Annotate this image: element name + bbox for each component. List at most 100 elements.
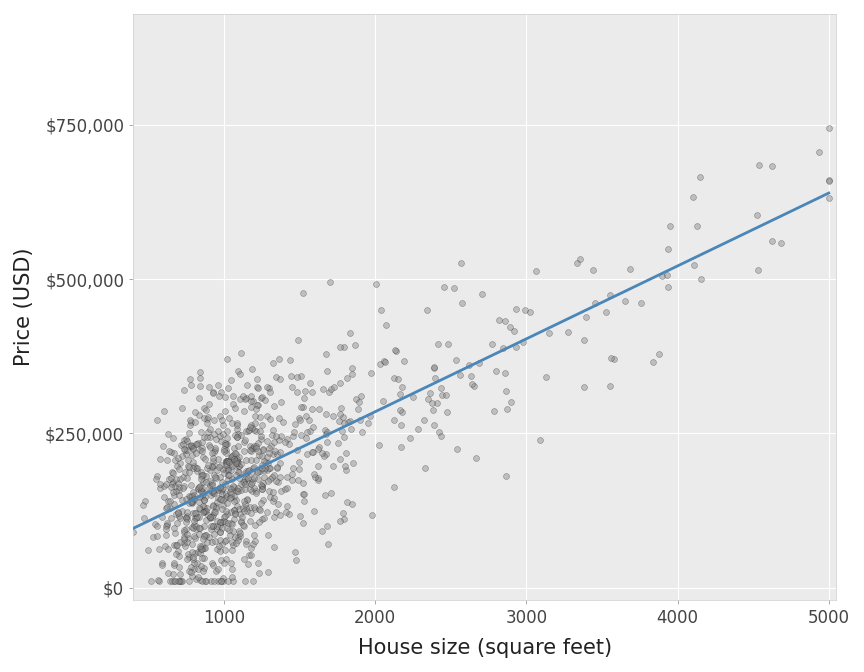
Point xyxy=(185,450,199,460)
Point xyxy=(193,492,206,503)
Point xyxy=(234,517,248,528)
Point xyxy=(222,412,236,423)
Point xyxy=(232,473,246,484)
Point xyxy=(318,490,332,501)
Point xyxy=(307,506,321,517)
Point xyxy=(316,384,330,394)
Point xyxy=(171,546,185,556)
Point xyxy=(306,422,320,433)
Point xyxy=(172,490,186,501)
Point xyxy=(686,192,700,202)
Point xyxy=(260,452,274,462)
Point xyxy=(163,503,177,513)
Point xyxy=(202,440,216,451)
Point xyxy=(262,462,276,473)
Point xyxy=(210,544,224,555)
Point xyxy=(295,429,308,440)
Point xyxy=(194,443,208,454)
Point xyxy=(465,379,479,390)
Point xyxy=(333,378,346,388)
Point xyxy=(175,495,189,505)
Point xyxy=(257,513,271,524)
Point xyxy=(242,478,256,489)
Point xyxy=(232,369,246,380)
Point xyxy=(226,418,239,429)
Point xyxy=(231,429,245,439)
Point xyxy=(144,576,158,587)
Point xyxy=(214,460,228,470)
Point xyxy=(187,461,200,472)
Point xyxy=(226,540,239,550)
Point xyxy=(159,503,173,513)
Point xyxy=(289,554,303,565)
Point xyxy=(200,418,214,429)
Point xyxy=(274,430,288,441)
Point xyxy=(194,446,208,456)
Point xyxy=(252,516,266,527)
Point xyxy=(195,491,209,501)
Point xyxy=(234,348,248,359)
Point xyxy=(245,549,258,560)
Point xyxy=(141,545,155,556)
Point xyxy=(207,447,221,458)
Point xyxy=(210,433,224,444)
Point xyxy=(236,520,250,531)
Point xyxy=(245,395,259,406)
Point xyxy=(397,356,411,367)
Point xyxy=(822,174,835,185)
Point xyxy=(326,460,340,471)
Point xyxy=(156,560,169,571)
Point xyxy=(223,470,237,480)
Point xyxy=(246,463,260,474)
Point xyxy=(334,515,347,526)
Point xyxy=(237,495,251,506)
Point xyxy=(496,343,510,353)
Point xyxy=(239,538,253,549)
Point xyxy=(261,567,275,578)
Point xyxy=(234,459,248,470)
Point xyxy=(206,452,219,463)
Point xyxy=(218,516,232,527)
Point xyxy=(271,477,285,488)
Point xyxy=(189,523,203,534)
Point xyxy=(239,426,253,437)
Point xyxy=(437,282,451,292)
Point xyxy=(238,471,252,482)
Point xyxy=(586,264,600,275)
Point xyxy=(230,431,244,442)
Point xyxy=(346,458,359,468)
Point xyxy=(255,419,269,430)
Point xyxy=(225,484,238,495)
Point xyxy=(224,465,238,476)
Point xyxy=(194,560,208,571)
Point xyxy=(200,537,214,548)
Point xyxy=(646,356,660,367)
Point xyxy=(178,540,192,551)
Point xyxy=(207,485,221,495)
Point xyxy=(257,444,270,455)
Point xyxy=(138,495,152,506)
Point xyxy=(190,512,204,523)
Point xyxy=(219,535,232,546)
Point xyxy=(240,495,254,505)
Point xyxy=(259,435,273,446)
Point xyxy=(286,431,300,442)
Point xyxy=(492,314,505,325)
Point xyxy=(208,443,222,454)
Point xyxy=(195,437,209,448)
Point xyxy=(166,433,180,444)
Point xyxy=(214,576,228,587)
Point xyxy=(194,471,207,482)
Point xyxy=(175,403,189,413)
Point xyxy=(372,439,386,450)
Point xyxy=(320,427,334,438)
Point xyxy=(283,508,296,519)
Point xyxy=(255,460,269,470)
Point xyxy=(242,464,256,475)
Point xyxy=(195,482,209,493)
Point xyxy=(377,356,391,367)
Point xyxy=(164,513,178,523)
Point xyxy=(168,480,181,491)
Point xyxy=(751,265,765,276)
Point xyxy=(271,499,285,510)
